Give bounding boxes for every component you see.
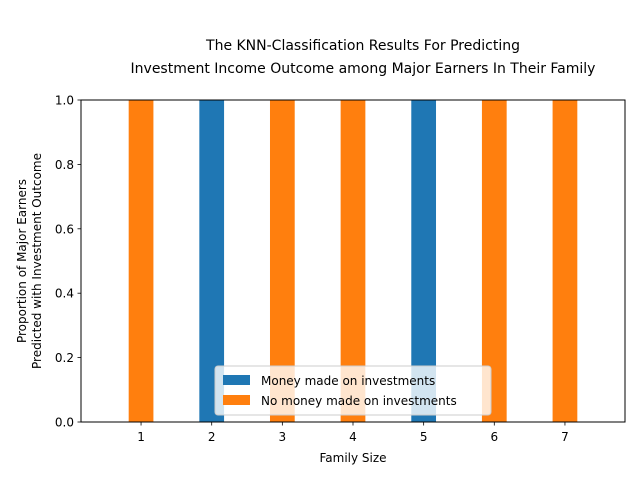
- legend-label-1: No money made on investments: [261, 394, 457, 408]
- y-tick-label: 0.6: [55, 222, 74, 236]
- y-tick-label: 0.8: [55, 158, 74, 172]
- x-tick-label: 5: [420, 430, 428, 444]
- legend-swatch-1: [223, 395, 250, 405]
- y-axis-label-line-2: Predicted with Investment Outcome: [30, 153, 44, 369]
- y-tick-label: 0.4: [55, 287, 74, 301]
- legend: Money made on investments No money made o…: [214, 365, 492, 416]
- x-tick-label: 1: [137, 430, 145, 444]
- x-axis-label: Family Size: [319, 451, 386, 465]
- x-tick-label: 4: [349, 430, 357, 444]
- chart-title-line-2: Investment Income Outcome among Major Ea…: [131, 61, 596, 77]
- x-tick-label: 6: [490, 430, 498, 444]
- x-tick-label: 2: [208, 430, 216, 444]
- x-tick-label: 7: [561, 430, 569, 444]
- bar-series-1-family-7: [552, 100, 578, 422]
- x-tick-label: 3: [279, 430, 287, 444]
- y-tick-label: 1.0: [55, 94, 74, 108]
- legend-swatch-0: [223, 375, 250, 385]
- y-tick-label: 0.0: [55, 416, 74, 430]
- legend-box: [214, 365, 492, 416]
- bar-series-1-family-1: [128, 100, 154, 422]
- plot-frame: [80, 99, 626, 423]
- y-axis: 0.0 0.2 0.4 0.6 0.8 1.0: [55, 94, 81, 430]
- y-axis-label-line-1: Proportion of Major Earners: [15, 179, 29, 343]
- x-axis: 1 2 3 4 5 6 7: [137, 422, 569, 444]
- legend-label-0: Money made on investments: [261, 374, 435, 388]
- y-tick-label: 0.2: [55, 351, 74, 365]
- chart-title-line-1: The KNN-Classification Results For Predi…: [205, 38, 520, 54]
- y-axis-label-group: Proportion of Major Earners Predicted wi…: [15, 153, 44, 369]
